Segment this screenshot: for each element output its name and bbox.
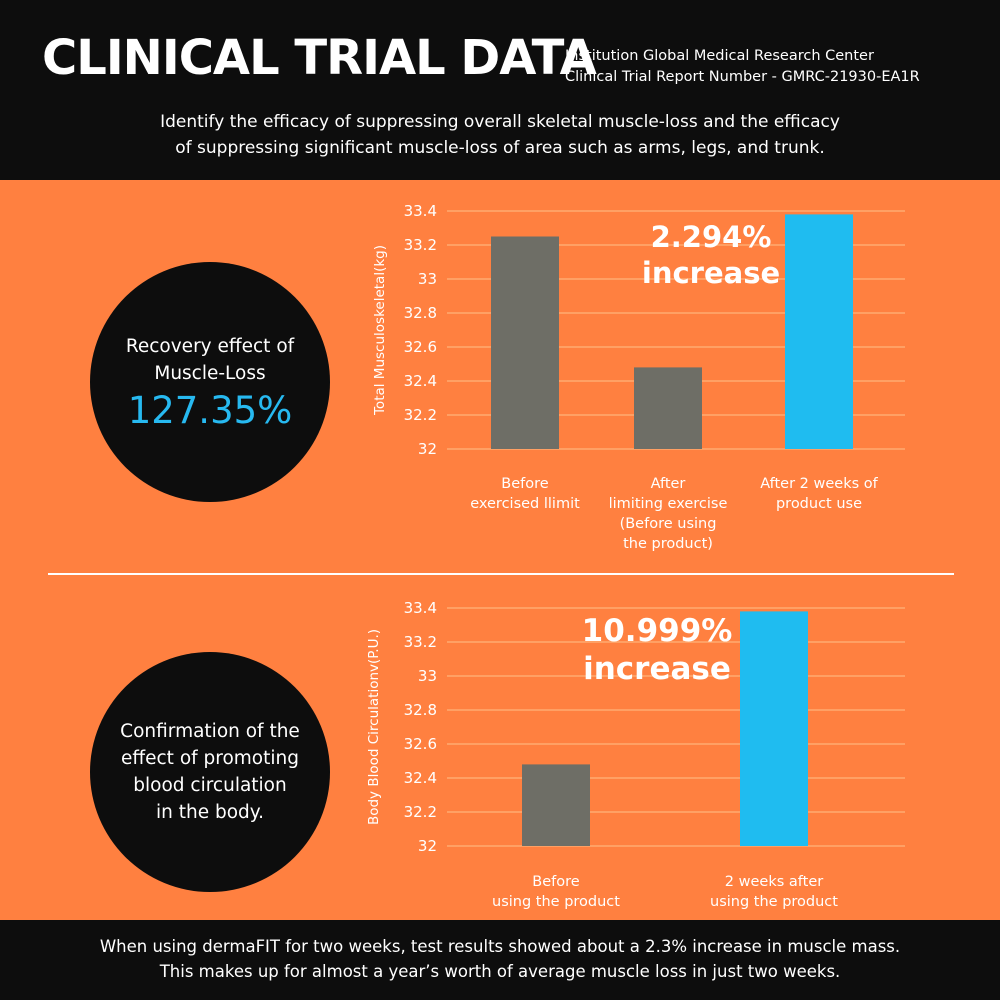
report-number: Clinical Trial Report Number - GMRC-2193… <box>565 69 920 85</box>
blood-circulation-badge: Confirmation of the effect of promoting … <box>90 652 330 892</box>
x-tick-label: 2 weeks after <box>725 874 823 890</box>
subtitle-line-1: Identify the efficacy of suppressing ove… <box>160 112 840 132</box>
bar <box>522 764 590 846</box>
increase-annotation: 2.294% <box>651 220 772 254</box>
y-tick-label: 32.6 <box>404 735 437 753</box>
x-tick-label: using the product <box>710 894 838 910</box>
increase-annotation: increase <box>583 651 731 687</box>
y-axis-label: Body Blood Circulationv(P.U.) <box>366 629 382 825</box>
y-tick-label: 32.2 <box>404 803 437 821</box>
badge-label-line-3: blood circulation <box>133 775 287 796</box>
x-tick-label: limiting exercise <box>609 496 728 512</box>
x-tick-label: exercised llimit <box>470 496 580 512</box>
footer-panel: When using dermaFIT for two weeks, test … <box>0 920 1000 1000</box>
y-tick-label: 33.2 <box>404 633 437 651</box>
y-tick-label: 33.4 <box>404 599 437 617</box>
page-subtitle: Identify the efficacy of suppressing ove… <box>0 109 1000 161</box>
x-tick-label: After <box>651 476 686 492</box>
badge-label-line-2: effect of promoting <box>121 748 299 769</box>
x-tick-label: Before <box>501 476 548 492</box>
badge-label-line-1: Confirmation of the <box>120 721 300 742</box>
y-tick-label: 32.8 <box>404 304 437 322</box>
bar <box>634 367 702 449</box>
y-tick-label: 32.4 <box>404 372 437 390</box>
y-tick-label: 32.6 <box>404 338 437 356</box>
y-tick-label: 32.4 <box>404 769 437 787</box>
x-tick-label: using the product <box>492 894 620 910</box>
y-axis-label: Total Musculoskeletal(kg) <box>372 245 388 416</box>
institution-name: Institution Global Medical Research Cent… <box>565 48 874 64</box>
footer-line-2: This makes up for almost a year’s worth … <box>159 962 841 981</box>
x-tick-label: product use <box>776 496 862 512</box>
section-divider <box>48 573 954 575</box>
subtitle-line-2: of suppressing significant muscle-loss o… <box>175 138 825 158</box>
y-tick-label: 33 <box>418 667 437 685</box>
institution-info: Institution Global Medical Research Cent… <box>565 46 920 88</box>
y-tick-label: 33.4 <box>404 202 437 220</box>
y-tick-label: 32 <box>418 440 437 458</box>
footer-summary: When using dermaFIT for two weeks, test … <box>0 934 1000 984</box>
badge-label-line-4: in the body. <box>156 802 264 823</box>
bar <box>491 236 559 449</box>
page-title: CLINICAL TRIAL DATA <box>42 30 597 86</box>
header-panel: CLINICAL TRIAL DATA Institution Global M… <box>0 0 1000 180</box>
y-tick-label: 32.8 <box>404 701 437 719</box>
increase-annotation: 10.999% <box>582 613 733 649</box>
y-tick-label: 33.2 <box>404 236 437 254</box>
footer-line-1: When using dermaFIT for two weeks, test … <box>99 937 901 956</box>
recovery-percentage: 127.35% <box>127 388 293 432</box>
x-tick-label: Before <box>532 874 579 890</box>
x-tick-label: (Before using <box>620 516 717 532</box>
bar <box>785 214 853 449</box>
muscle-loss-recovery-badge: Recovery effect of Muscle-Loss 127.35% <box>90 262 330 502</box>
badge-label-line-1: Recovery effect of <box>125 335 295 357</box>
y-tick-label: 32.2 <box>404 406 437 424</box>
increase-annotation: increase <box>642 256 780 290</box>
y-tick-label: 32 <box>418 837 437 855</box>
y-tick-label: 33 <box>418 270 437 288</box>
x-tick-label: the product) <box>623 536 713 552</box>
bar <box>740 611 808 846</box>
x-tick-label: After 2 weeks of <box>760 476 878 492</box>
badge-label-line-2: Muscle-Loss <box>154 362 266 384</box>
